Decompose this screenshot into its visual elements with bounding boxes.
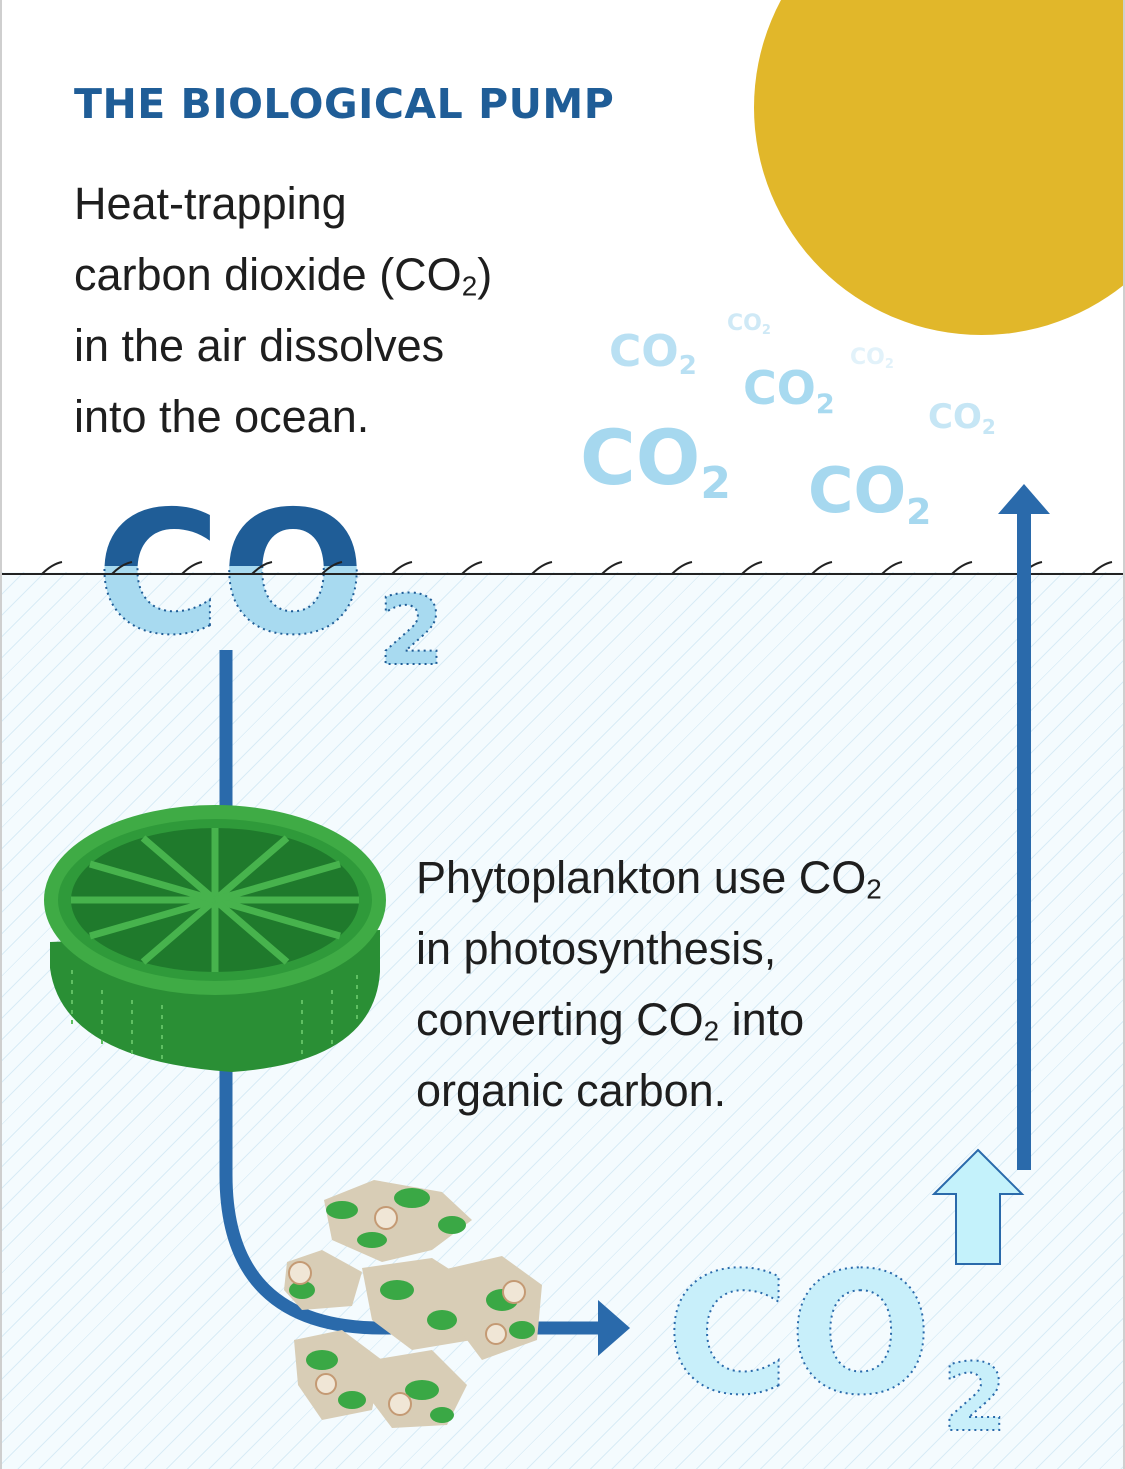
intro-line-4: into the ocean. xyxy=(74,391,370,442)
intro-text: Heat-trapping carbon dioxide (CO2) in th… xyxy=(74,168,594,452)
surface-co2-label: CO CO 2 xyxy=(95,475,446,688)
deep-co2-label: CO 2 xyxy=(665,1235,1008,1454)
phyto-line-4: organic carbon. xyxy=(416,1065,727,1116)
page-title: THE BIOLOGICAL PUMP xyxy=(74,80,615,128)
organic-carbon-particles-icon xyxy=(284,1180,542,1428)
phyto-line-3-suffix: into xyxy=(719,994,805,1045)
phyto-line-1-subscript: 2 xyxy=(866,873,882,905)
intro-line-2-prefix: carbon dioxide (CO xyxy=(74,249,462,300)
pathway-arrow-line xyxy=(219,650,602,1335)
pathway-arrow-head xyxy=(598,1300,630,1356)
intro-line-3: in the air dissolves xyxy=(74,320,445,371)
water-surface-line xyxy=(2,561,1123,575)
intro-line-1: Heat-trapping xyxy=(74,178,347,229)
air-co2-label: CO2 xyxy=(743,361,835,420)
phyto-line-2: in photosynthesis, xyxy=(416,923,777,974)
phyto-line-3-subscript: 2 xyxy=(703,1015,720,1047)
intro-line-2-subscript: 2 xyxy=(461,270,478,302)
svg-text:CO: CO xyxy=(666,1236,932,1432)
air-co2-label: CO2 xyxy=(609,326,697,381)
svg-text:2: 2 xyxy=(378,575,445,687)
air-co2-label: CO2 xyxy=(850,345,894,372)
air-co2-group: CO2 CO2 CO2 CO2 CO2 CO2 CO2 xyxy=(580,311,996,533)
phyto-line-3-prefix: converting CO xyxy=(416,994,704,1045)
phytoplankton-diatom-icon xyxy=(44,805,386,1072)
air-co2-label: CO2 xyxy=(580,413,731,509)
air-co2-label: CO2 xyxy=(808,454,931,533)
ocean-area xyxy=(2,572,1123,1469)
air-co2-label: CO2 xyxy=(727,311,771,338)
svg-text:CO: CO xyxy=(96,475,365,673)
phyto-line-1-prefix: Phytoplankton use CO xyxy=(416,852,867,903)
up-arrow-icon xyxy=(931,1148,1025,1265)
air-co2-label: CO2 xyxy=(928,397,996,439)
intro-line-2-suffix: ) xyxy=(477,249,493,300)
return-arrow-head xyxy=(998,484,1050,514)
phytoplankton-text: Phytoplankton use CO2 in photosynthesis,… xyxy=(416,842,976,1126)
svg-text:2: 2 xyxy=(942,1344,1007,1453)
